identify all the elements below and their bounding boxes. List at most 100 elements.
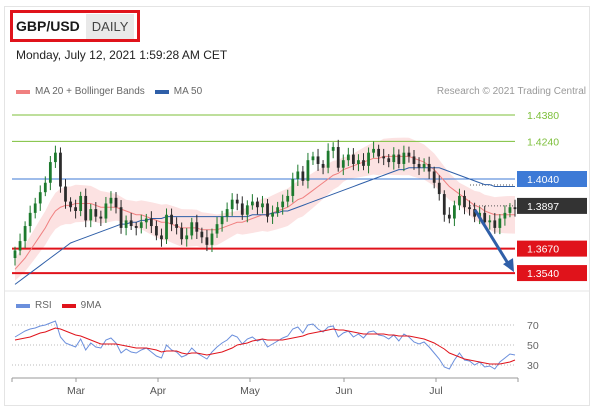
rsi-legend: RSI 9MA bbox=[16, 300, 101, 311]
x-tick-label-may: May bbox=[240, 385, 261, 397]
candle-body bbox=[109, 197, 113, 204]
rsi-tick-70: 70 bbox=[527, 320, 539, 332]
candle bbox=[432, 166, 436, 189]
candle-body bbox=[28, 212, 32, 227]
x-tick-label-jul: Jul bbox=[429, 385, 442, 397]
instrument-header: GBP/USD DAILY bbox=[10, 10, 141, 42]
candle-body bbox=[175, 224, 179, 228]
candle bbox=[351, 148, 355, 171]
candle bbox=[33, 197, 37, 219]
candle bbox=[488, 215, 492, 230]
candle-body bbox=[422, 163, 426, 168]
candle-body bbox=[402, 152, 406, 164]
candle bbox=[129, 212, 133, 231]
candle bbox=[427, 156, 431, 179]
candle-body bbox=[377, 148, 381, 157]
candle bbox=[377, 144, 381, 164]
candle bbox=[392, 147, 396, 170]
candle bbox=[311, 151, 315, 165]
candle bbox=[453, 200, 456, 227]
candle bbox=[321, 160, 325, 175]
candle bbox=[503, 205, 507, 226]
candle-body bbox=[291, 179, 295, 196]
ma50-legend-label: MA 50 bbox=[173, 86, 203, 97]
candle bbox=[281, 194, 285, 215]
candle-body bbox=[84, 195, 88, 221]
candle-body bbox=[296, 171, 300, 180]
level-label-1.3670: 1.3670 bbox=[527, 244, 559, 256]
candle bbox=[134, 222, 138, 236]
candle-body bbox=[240, 203, 244, 215]
candle-body bbox=[463, 195, 466, 208]
candle bbox=[362, 153, 365, 171]
candle-body bbox=[513, 207, 517, 210]
level-label-1.4040: 1.4040 bbox=[527, 174, 559, 186]
candle-body bbox=[407, 152, 411, 157]
candle bbox=[266, 199, 269, 223]
candle-body bbox=[367, 152, 370, 166]
candle-body bbox=[43, 182, 47, 193]
candle-body bbox=[417, 163, 421, 168]
timestamp: Monday, July 12, 2021 1:59:28 AM CET bbox=[16, 48, 228, 62]
candle-body bbox=[468, 207, 471, 210]
candle-body bbox=[306, 160, 310, 181]
candle-body bbox=[144, 218, 148, 223]
candle-body bbox=[190, 222, 194, 236]
candle bbox=[84, 188, 88, 228]
candle bbox=[346, 147, 350, 167]
candle-body bbox=[119, 207, 123, 228]
candle-body bbox=[129, 220, 133, 227]
candle-body bbox=[362, 160, 365, 166]
candle bbox=[79, 191, 83, 217]
candle bbox=[245, 200, 249, 223]
candle bbox=[276, 201, 280, 217]
candle bbox=[54, 145, 57, 168]
level-box-1.3670 bbox=[517, 240, 587, 257]
candle-body bbox=[195, 222, 199, 232]
level-box-1.3897 bbox=[517, 197, 587, 214]
candle bbox=[28, 205, 32, 233]
candle bbox=[473, 202, 476, 223]
candle bbox=[387, 154, 391, 168]
candle-body bbox=[230, 199, 234, 210]
candle bbox=[23, 221, 27, 249]
candle-body bbox=[341, 160, 345, 168]
candle-body bbox=[286, 195, 290, 202]
candle bbox=[442, 190, 446, 222]
level-box-1.3540 bbox=[517, 265, 587, 282]
candle-body bbox=[245, 205, 249, 215]
candle-body bbox=[99, 216, 103, 219]
candle-body bbox=[13, 250, 17, 259]
candle bbox=[99, 210, 103, 227]
candle bbox=[357, 154, 360, 172]
candle bbox=[200, 227, 204, 244]
x-tick-label-mar: Mar bbox=[67, 385, 86, 397]
x-tick-label-jun: Jun bbox=[336, 385, 353, 397]
candle-body bbox=[250, 201, 254, 206]
candle-body bbox=[326, 150, 330, 168]
candle-body bbox=[346, 154, 350, 161]
candle bbox=[114, 192, 118, 214]
candle-body bbox=[23, 226, 27, 242]
candle-body bbox=[508, 207, 512, 213]
candle bbox=[89, 203, 93, 228]
rsi-ma-legend-label: 9MA bbox=[80, 300, 102, 311]
candle-body bbox=[453, 205, 456, 219]
candle-body bbox=[160, 235, 163, 240]
candle-body bbox=[447, 214, 451, 219]
period-badge[interactable]: DAILY bbox=[85, 13, 135, 39]
candle bbox=[74, 199, 77, 219]
candle-body bbox=[281, 201, 285, 208]
candle bbox=[175, 217, 179, 235]
candle bbox=[155, 220, 158, 241]
forecast-arrow-head bbox=[503, 258, 514, 273]
candle bbox=[397, 149, 401, 169]
candle bbox=[18, 233, 22, 256]
candle bbox=[104, 196, 108, 223]
candle bbox=[230, 193, 234, 216]
candle bbox=[468, 200, 471, 216]
candle-body bbox=[427, 163, 431, 172]
candle bbox=[382, 148, 386, 166]
candle bbox=[144, 213, 148, 229]
